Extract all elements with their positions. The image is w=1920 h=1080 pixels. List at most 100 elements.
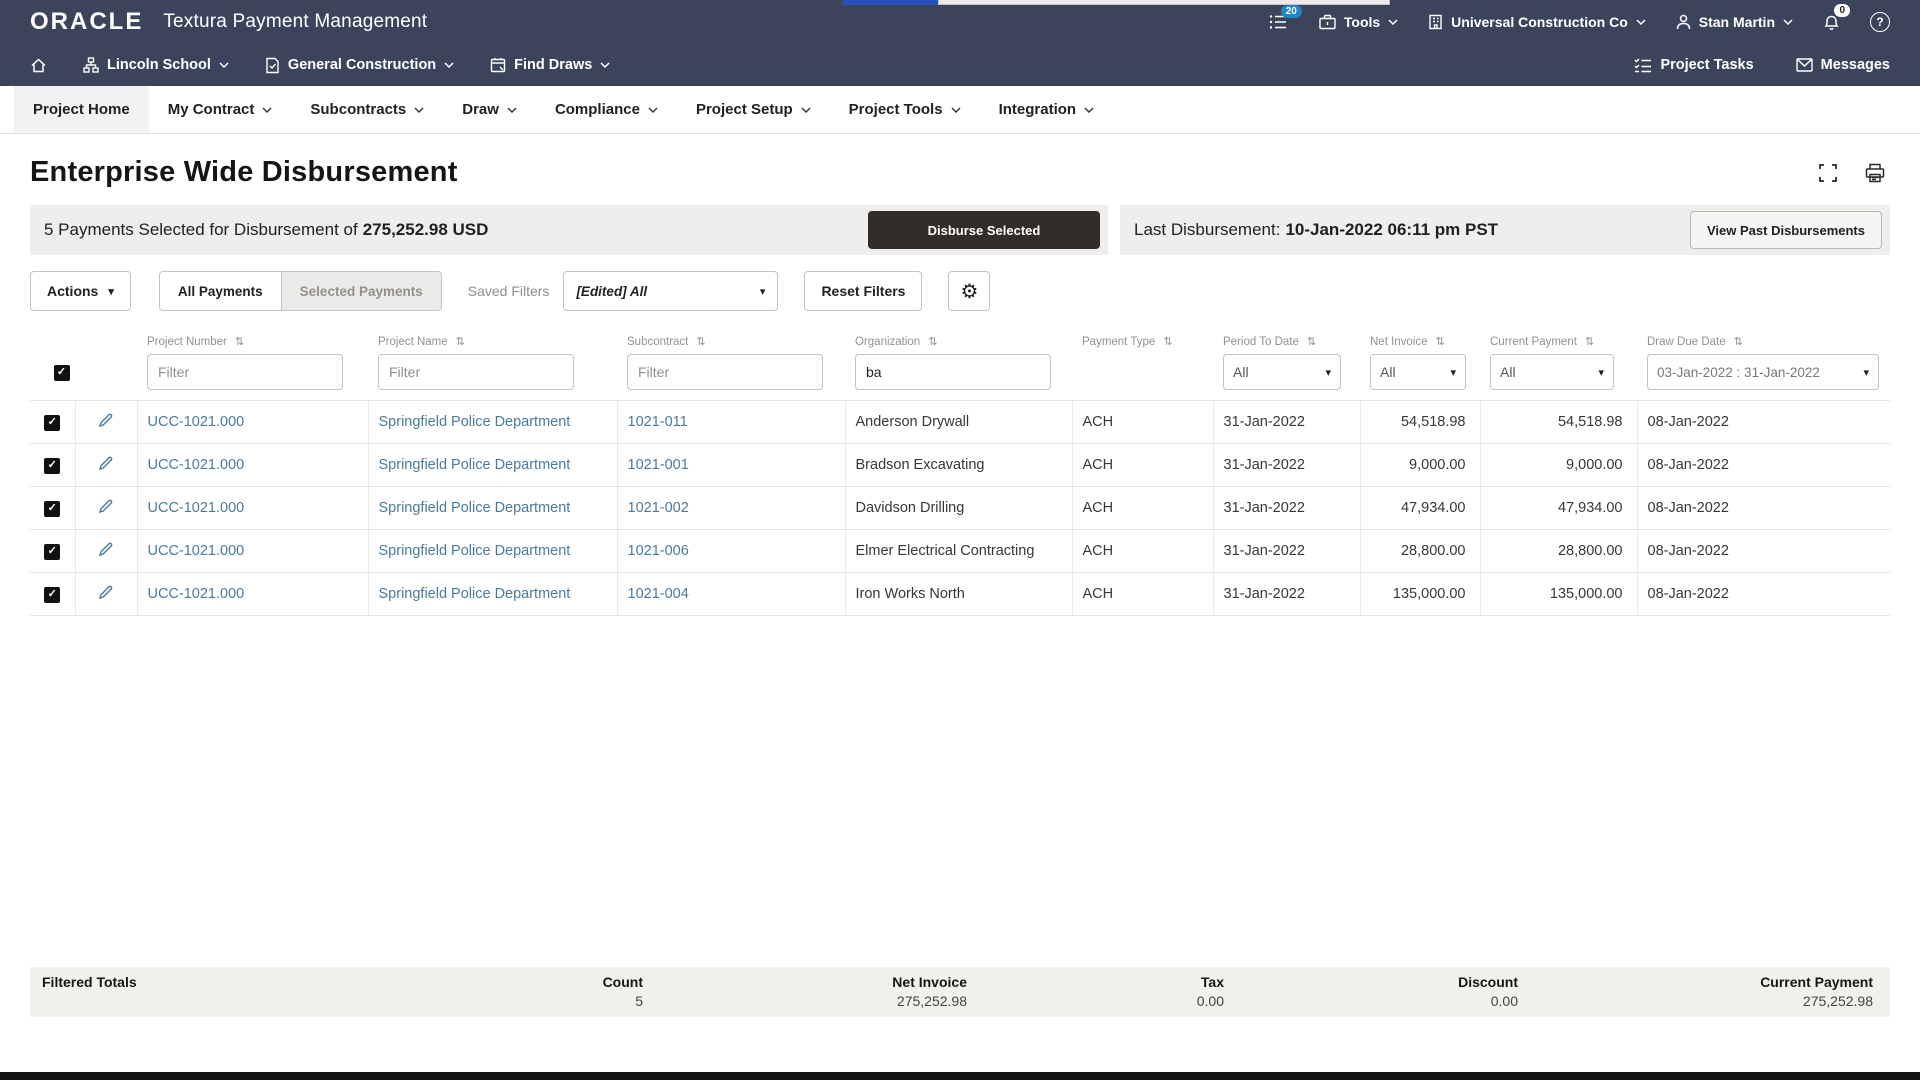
tab-compliance[interactable]: Compliance bbox=[536, 86, 677, 133]
help-button[interactable]: ? bbox=[1870, 12, 1890, 32]
col-period-to-date: Period To Date ⇅ bbox=[1223, 336, 1317, 348]
project-name-link[interactable]: Springfield Police Department bbox=[368, 572, 618, 616]
reset-filters-button[interactable]: Reset Filters bbox=[804, 271, 923, 311]
select-all-checkbox[interactable]: ✓ bbox=[53, 364, 70, 381]
total-discount: Discount 0.00 bbox=[1458, 974, 1518, 1009]
find-draws-label: Find Draws bbox=[514, 57, 593, 73]
fullscreen-icon[interactable] bbox=[1818, 163, 1838, 183]
draw-due-date-cell: 08-Jan-2022 bbox=[1637, 400, 1890, 444]
period-to-date-filter-select[interactable]: All ▾ bbox=[1223, 354, 1341, 390]
sort-icon[interactable]: ⇅ bbox=[696, 336, 706, 348]
header-row: Project Number ⇅ Project Name ⇅ Subcontrac… bbox=[30, 329, 1890, 352]
last-disbursement-panel: Last Disbursement: 10-Jan-2022 06:11 pm P… bbox=[1120, 205, 1890, 255]
col-current-payment: Current Payment ⇅ bbox=[1490, 336, 1595, 348]
project-number-link[interactable]: UCC-1021.000 bbox=[137, 572, 369, 616]
project-number-filter-input[interactable] bbox=[147, 354, 343, 390]
selected-payments-toggle[interactable]: Selected Payments bbox=[280, 272, 441, 310]
project-name-filter-input[interactable] bbox=[378, 354, 574, 390]
messages-link[interactable]: Messages bbox=[1795, 57, 1890, 73]
edit-pencil-icon[interactable] bbox=[98, 498, 114, 514]
col-payment-type: Payment Type ⇅ bbox=[1082, 336, 1173, 348]
project-name-link[interactable]: Springfield Police Department bbox=[368, 443, 618, 487]
subcontract-link[interactable]: 1021-002 bbox=[617, 486, 846, 530]
person-icon bbox=[1676, 14, 1691, 30]
sort-icon[interactable]: ⇅ bbox=[1584, 336, 1595, 348]
tools-menu[interactable]: Tools bbox=[1319, 14, 1398, 30]
total-tax: Tax 0.00 bbox=[1196, 974, 1224, 1009]
row-checkbox[interactable]: ✓ bbox=[44, 500, 61, 517]
settings-gear-button[interactable]: ⚙ bbox=[948, 271, 991, 311]
chevron-down-icon bbox=[951, 106, 961, 113]
sort-icon[interactable]: ⇅ bbox=[928, 336, 938, 348]
view-past-disbursements-button[interactable]: View Past Disbursements bbox=[1690, 211, 1882, 249]
filter-row: ✓ All▾ All▾ All▾ 03-Jan-2022 : 31-Jan-20… bbox=[30, 352, 1890, 401]
contract-selector[interactable]: General Construction bbox=[265, 57, 454, 74]
edit-pencil-icon[interactable] bbox=[98, 584, 114, 600]
saved-filter-select[interactable]: [Edited] All ▾ bbox=[563, 271, 779, 311]
sort-icon[interactable]: ⇅ bbox=[455, 336, 465, 348]
find-draws-selector[interactable]: Find Draws bbox=[490, 57, 610, 73]
project-tasks-link[interactable]: Project Tasks bbox=[1634, 57, 1754, 73]
project-name-link[interactable]: Springfield Police Department bbox=[368, 529, 618, 573]
sort-icon[interactable]: ⇅ bbox=[1163, 336, 1173, 348]
notifications-button[interactable]: 0 bbox=[1823, 4, 1850, 31]
project-name-link[interactable]: Springfield Police Department bbox=[368, 400, 618, 444]
net-invoice-filter-select[interactable]: All ▾ bbox=[1370, 354, 1466, 390]
all-payments-toggle[interactable]: All Payments bbox=[159, 272, 281, 310]
project-number-link[interactable]: UCC-1021.000 bbox=[137, 443, 369, 487]
project-number-link[interactable]: UCC-1021.000 bbox=[137, 486, 369, 530]
sort-icon[interactable]: ⇅ bbox=[1306, 336, 1317, 348]
tab-integration[interactable]: Integration bbox=[980, 86, 1114, 133]
project-number-link[interactable]: UCC-1021.000 bbox=[137, 400, 369, 444]
envelope-icon bbox=[1795, 58, 1813, 72]
subcontract-link[interactable]: 1021-011 bbox=[617, 400, 846, 444]
period-to-date-cell: 31-Jan-2022 bbox=[1213, 529, 1361, 573]
browser-artifact-strip bbox=[938, 0, 1390, 5]
edit-pencil-icon[interactable] bbox=[98, 412, 114, 428]
company-menu[interactable]: Universal Construction Co bbox=[1428, 14, 1646, 30]
caret-down-icon: ▾ bbox=[1863, 366, 1869, 379]
tab-my-contract[interactable]: My Contract bbox=[149, 86, 292, 133]
building-icon bbox=[1429, 14, 1442, 30]
print-icon[interactable] bbox=[1864, 163, 1886, 183]
row-checkbox[interactable]: ✓ bbox=[44, 414, 61, 431]
project-number-link[interactable]: UCC-1021.000 bbox=[137, 529, 369, 573]
sort-icon[interactable]: ⇅ bbox=[234, 336, 245, 348]
net-invoice-cell: 135,000.00 bbox=[1360, 572, 1481, 616]
subcontract-link[interactable]: 1021-006 bbox=[617, 529, 846, 573]
home-button[interactable] bbox=[30, 57, 47, 74]
subcontract-link[interactable]: 1021-001 bbox=[617, 443, 846, 487]
tab-project-setup[interactable]: Project Setup bbox=[677, 86, 830, 133]
chevron-down-icon bbox=[444, 62, 454, 68]
messages-label: Messages bbox=[1820, 57, 1890, 73]
caret-down-icon: ▾ bbox=[108, 285, 114, 298]
project-name-link[interactable]: Springfield Police Department bbox=[368, 486, 618, 530]
disburse-selected-button[interactable]: Disburse Selected bbox=[868, 211, 1100, 249]
row-checkbox[interactable]: ✓ bbox=[44, 457, 61, 474]
draw-due-date-cell: 08-Jan-2022 bbox=[1637, 529, 1890, 573]
row-checkbox[interactable]: ✓ bbox=[44, 543, 61, 560]
tab-subcontracts[interactable]: Subcontracts bbox=[291, 86, 443, 133]
row-checkbox[interactable]: ✓ bbox=[44, 586, 61, 603]
sort-icon[interactable]: ⇅ bbox=[1733, 336, 1743, 348]
find-draws-icon bbox=[490, 58, 506, 73]
organization-filter-input[interactable] bbox=[855, 354, 1051, 390]
table-row: ✓ UCC-1021.000 Springfield Police Depart… bbox=[30, 529, 1890, 573]
sort-icon[interactable]: ⇅ bbox=[1435, 336, 1445, 348]
chevron-down-icon bbox=[262, 106, 272, 113]
subcontract-filter-input[interactable] bbox=[627, 354, 823, 390]
tab-project-home[interactable]: Project Home bbox=[14, 86, 149, 133]
tab-draw[interactable]: Draw bbox=[443, 86, 536, 133]
subcontract-link[interactable]: 1021-004 bbox=[617, 572, 846, 616]
task-list-button[interactable]: 20 bbox=[1269, 5, 1302, 30]
current-payment-filter-select[interactable]: All ▾ bbox=[1490, 354, 1614, 390]
tab-project-tools[interactable]: Project Tools bbox=[830, 86, 980, 133]
project-tasks-label: Project Tasks bbox=[1660, 57, 1754, 73]
edit-pencil-icon[interactable] bbox=[98, 455, 114, 471]
project-selector[interactable]: Lincoln School bbox=[83, 57, 229, 73]
actions-button[interactable]: Actions ▾ bbox=[30, 271, 131, 311]
draw-due-date-filter-select[interactable]: 03-Jan-2022 : 31-Jan-2022 ▾ bbox=[1647, 354, 1879, 390]
edit-pencil-icon[interactable] bbox=[98, 541, 114, 557]
user-menu[interactable]: Stan Martin bbox=[1676, 14, 1793, 30]
oracle-logo: ORACLE bbox=[30, 8, 144, 35]
